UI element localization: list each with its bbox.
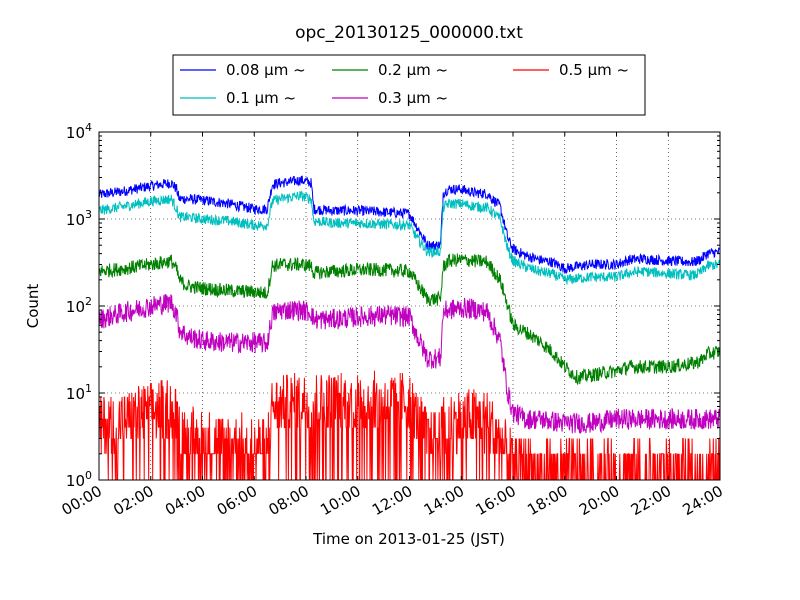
y-tick-base: 10 <box>66 385 85 403</box>
x-tick-label: 04:00 <box>162 482 208 519</box>
y-tick-base: 10 <box>66 211 85 229</box>
y-tick-exponent: 2 <box>85 295 92 308</box>
y-tick-label: 101 <box>66 382 92 403</box>
series-line-1 <box>99 175 720 275</box>
y-tick-label: 103 <box>66 208 92 229</box>
legend: 0.08 μm ~ 0.1 μm ~ 0.2 μm ~ 0.3 μm ~ 0.5 μm … <box>172 54 646 116</box>
x-tick-label: 08:00 <box>266 482 312 519</box>
x-tick-label: 06:00 <box>214 482 260 519</box>
series-layer <box>99 175 720 480</box>
y-tick-base: 10 <box>66 298 85 316</box>
x-tick-label: 14:00 <box>421 482 467 519</box>
y-tick-exponent: 4 <box>85 121 92 134</box>
y-tick-base: 10 <box>66 124 85 142</box>
axes <box>98 131 721 481</box>
x-tick-label: 22:00 <box>628 482 674 519</box>
x-tick-label: 02:00 <box>110 482 156 519</box>
x-tick-label: 10:00 <box>317 482 363 519</box>
x-axis-label: Time on 2013-01-25 (JST) <box>312 530 505 548</box>
y-tick-label: 100 <box>66 469 92 490</box>
y-tick-exponent: 0 <box>85 469 92 482</box>
x-tick-label: 20:00 <box>576 482 622 519</box>
legend-label: 0.3 μm ~ <box>378 89 448 107</box>
legend-box <box>172 54 646 116</box>
x-tick-labels: 00:00 02:00 04:00 06:00 08:00 10:00 12:00 14:00… <box>59 482 726 519</box>
chart-title: opc_20130125_000000.txt <box>295 23 523 43</box>
series-line-5 <box>99 370 720 480</box>
y-axis-label: Count <box>24 284 42 329</box>
x-tick-label: 24:00 <box>680 482 726 519</box>
legend-label: 0.1 μm ~ <box>226 89 296 107</box>
x-tick-label: 12:00 <box>369 482 415 519</box>
series-line-4 <box>99 294 720 434</box>
series-line-3 <box>99 253 720 385</box>
y-tick-base: 10 <box>66 472 85 490</box>
series-line-2 <box>99 190 720 285</box>
y-tick-label: 102 <box>66 295 92 316</box>
legend-label: 0.5 μm ~ <box>559 61 629 79</box>
legend-label: 0.2 μm ~ <box>378 61 448 79</box>
y-tick-label: 104 <box>66 121 92 142</box>
x-tick-label: 18:00 <box>524 482 570 519</box>
x-tick-label: 16:00 <box>473 482 519 519</box>
y-tick-exponent: 1 <box>85 382 92 395</box>
y-tick-exponent: 3 <box>85 208 92 221</box>
legend-label: 0.08 μm ~ <box>226 61 306 79</box>
